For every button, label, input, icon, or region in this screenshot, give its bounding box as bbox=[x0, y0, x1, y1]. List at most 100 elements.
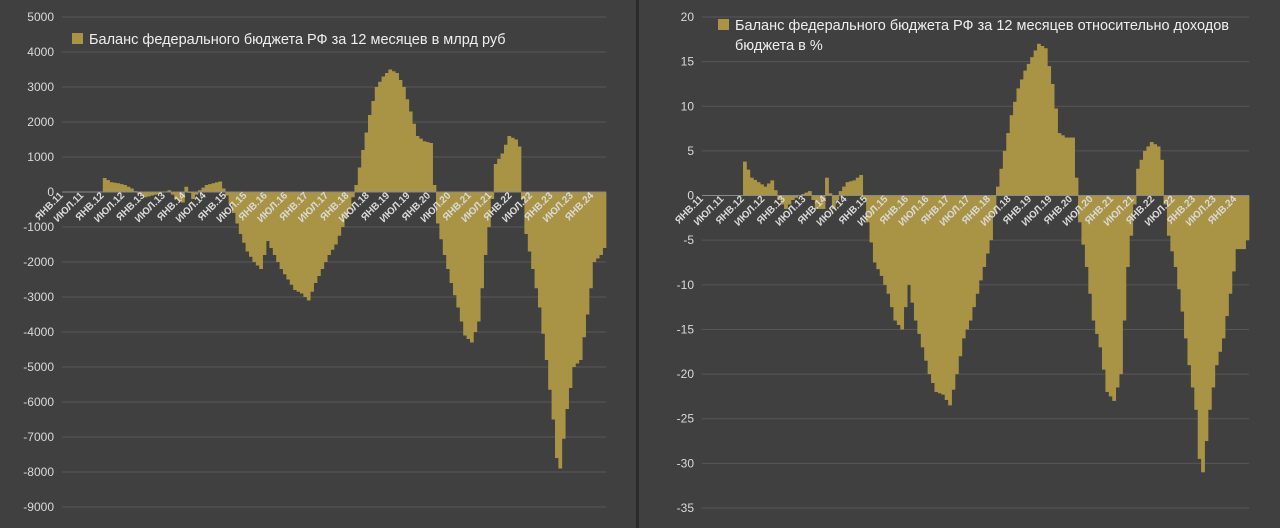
bar bbox=[1037, 43, 1041, 196]
bar bbox=[890, 195, 894, 308]
y-tick-label: -35 bbox=[677, 501, 695, 515]
bar bbox=[831, 195, 836, 209]
bar bbox=[340, 192, 345, 227]
bar bbox=[1047, 66, 1052, 196]
bar bbox=[1143, 150, 1147, 196]
bar bbox=[794, 195, 799, 198]
bar bbox=[126, 186, 131, 192]
bar bbox=[201, 187, 206, 192]
bar bbox=[531, 192, 535, 269]
bar bbox=[920, 195, 925, 348]
bar bbox=[449, 192, 454, 283]
bar bbox=[228, 192, 233, 205]
bar bbox=[470, 192, 474, 343]
bar bbox=[1177, 195, 1181, 290]
y-tick-label: 5 bbox=[687, 144, 694, 158]
bar bbox=[903, 195, 908, 308]
y-tick-label: 4000 bbox=[27, 45, 54, 59]
bar bbox=[1136, 168, 1140, 196]
chart-budget-balance-percent: 20151050-5-10-15-20-25-30-35ЯНВ.11ИЮЛ.11… bbox=[673, 10, 1250, 515]
bar bbox=[838, 191, 843, 196]
bar bbox=[1218, 195, 1222, 352]
bar bbox=[777, 195, 781, 201]
bar bbox=[204, 185, 209, 192]
bar bbox=[327, 192, 331, 255]
bar bbox=[879, 195, 884, 276]
legend-label: Баланс федерального бюджета РФ за 12 мес… bbox=[735, 18, 1229, 54]
bar bbox=[1231, 195, 1236, 272]
bar bbox=[866, 195, 870, 223]
bar bbox=[818, 195, 823, 209]
bar bbox=[548, 192, 552, 390]
bar bbox=[221, 188, 226, 192]
bar bbox=[459, 192, 464, 322]
bar bbox=[361, 150, 365, 192]
bar bbox=[599, 192, 603, 255]
bar bbox=[490, 192, 495, 199]
bar bbox=[1242, 195, 1246, 250]
bar bbox=[917, 195, 922, 334]
y-tick-label: -2000 bbox=[23, 255, 54, 269]
bar bbox=[456, 192, 461, 308]
bar bbox=[113, 182, 117, 192]
bar bbox=[937, 195, 942, 394]
bar bbox=[425, 142, 430, 192]
bar bbox=[1043, 48, 1048, 196]
bar bbox=[1235, 195, 1240, 250]
bar bbox=[102, 178, 107, 192]
bar bbox=[371, 101, 376, 192]
bar bbox=[551, 192, 556, 420]
bar bbox=[259, 192, 263, 269]
bar bbox=[766, 183, 771, 196]
bar bbox=[153, 192, 158, 195]
bar bbox=[790, 195, 795, 201]
bar bbox=[1064, 137, 1069, 196]
bar bbox=[517, 146, 522, 192]
bar bbox=[136, 192, 141, 194]
bar bbox=[269, 192, 274, 248]
bar bbox=[1184, 195, 1188, 339]
bar bbox=[934, 195, 939, 392]
y-tick-label: 5000 bbox=[27, 10, 54, 24]
bar bbox=[378, 81, 382, 192]
bar bbox=[961, 195, 966, 339]
bar bbox=[330, 192, 335, 250]
bar bbox=[1023, 70, 1028, 196]
bar bbox=[746, 169, 751, 196]
bar bbox=[859, 175, 864, 196]
bar bbox=[1115, 195, 1120, 388]
bar bbox=[500, 153, 505, 192]
bar bbox=[743, 161, 747, 196]
bar bbox=[1054, 108, 1058, 196]
bar bbox=[770, 180, 775, 196]
bar bbox=[842, 186, 846, 196]
bar bbox=[521, 192, 525, 199]
bar bbox=[975, 195, 980, 294]
bar bbox=[1149, 141, 1154, 196]
bar bbox=[497, 158, 501, 192]
bar bbox=[504, 144, 508, 192]
bar bbox=[811, 195, 816, 201]
bar bbox=[249, 192, 253, 257]
bar bbox=[893, 195, 898, 321]
bar bbox=[1060, 135, 1065, 196]
bar bbox=[958, 195, 963, 357]
bar bbox=[140, 192, 144, 196]
bar bbox=[931, 195, 935, 384]
bar bbox=[910, 195, 915, 303]
bar bbox=[869, 195, 874, 243]
bar bbox=[320, 192, 325, 269]
bar bbox=[194, 192, 199, 195]
bar bbox=[429, 143, 433, 192]
bar bbox=[982, 195, 987, 267]
bar bbox=[1197, 195, 1202, 459]
bar bbox=[544, 192, 549, 360]
bar bbox=[978, 195, 983, 281]
bar bbox=[872, 195, 877, 263]
bar bbox=[1078, 195, 1082, 223]
bar bbox=[415, 136, 420, 192]
bar bbox=[300, 192, 304, 294]
bar bbox=[1002, 150, 1007, 196]
bar bbox=[1156, 146, 1161, 196]
bar bbox=[1074, 177, 1079, 196]
